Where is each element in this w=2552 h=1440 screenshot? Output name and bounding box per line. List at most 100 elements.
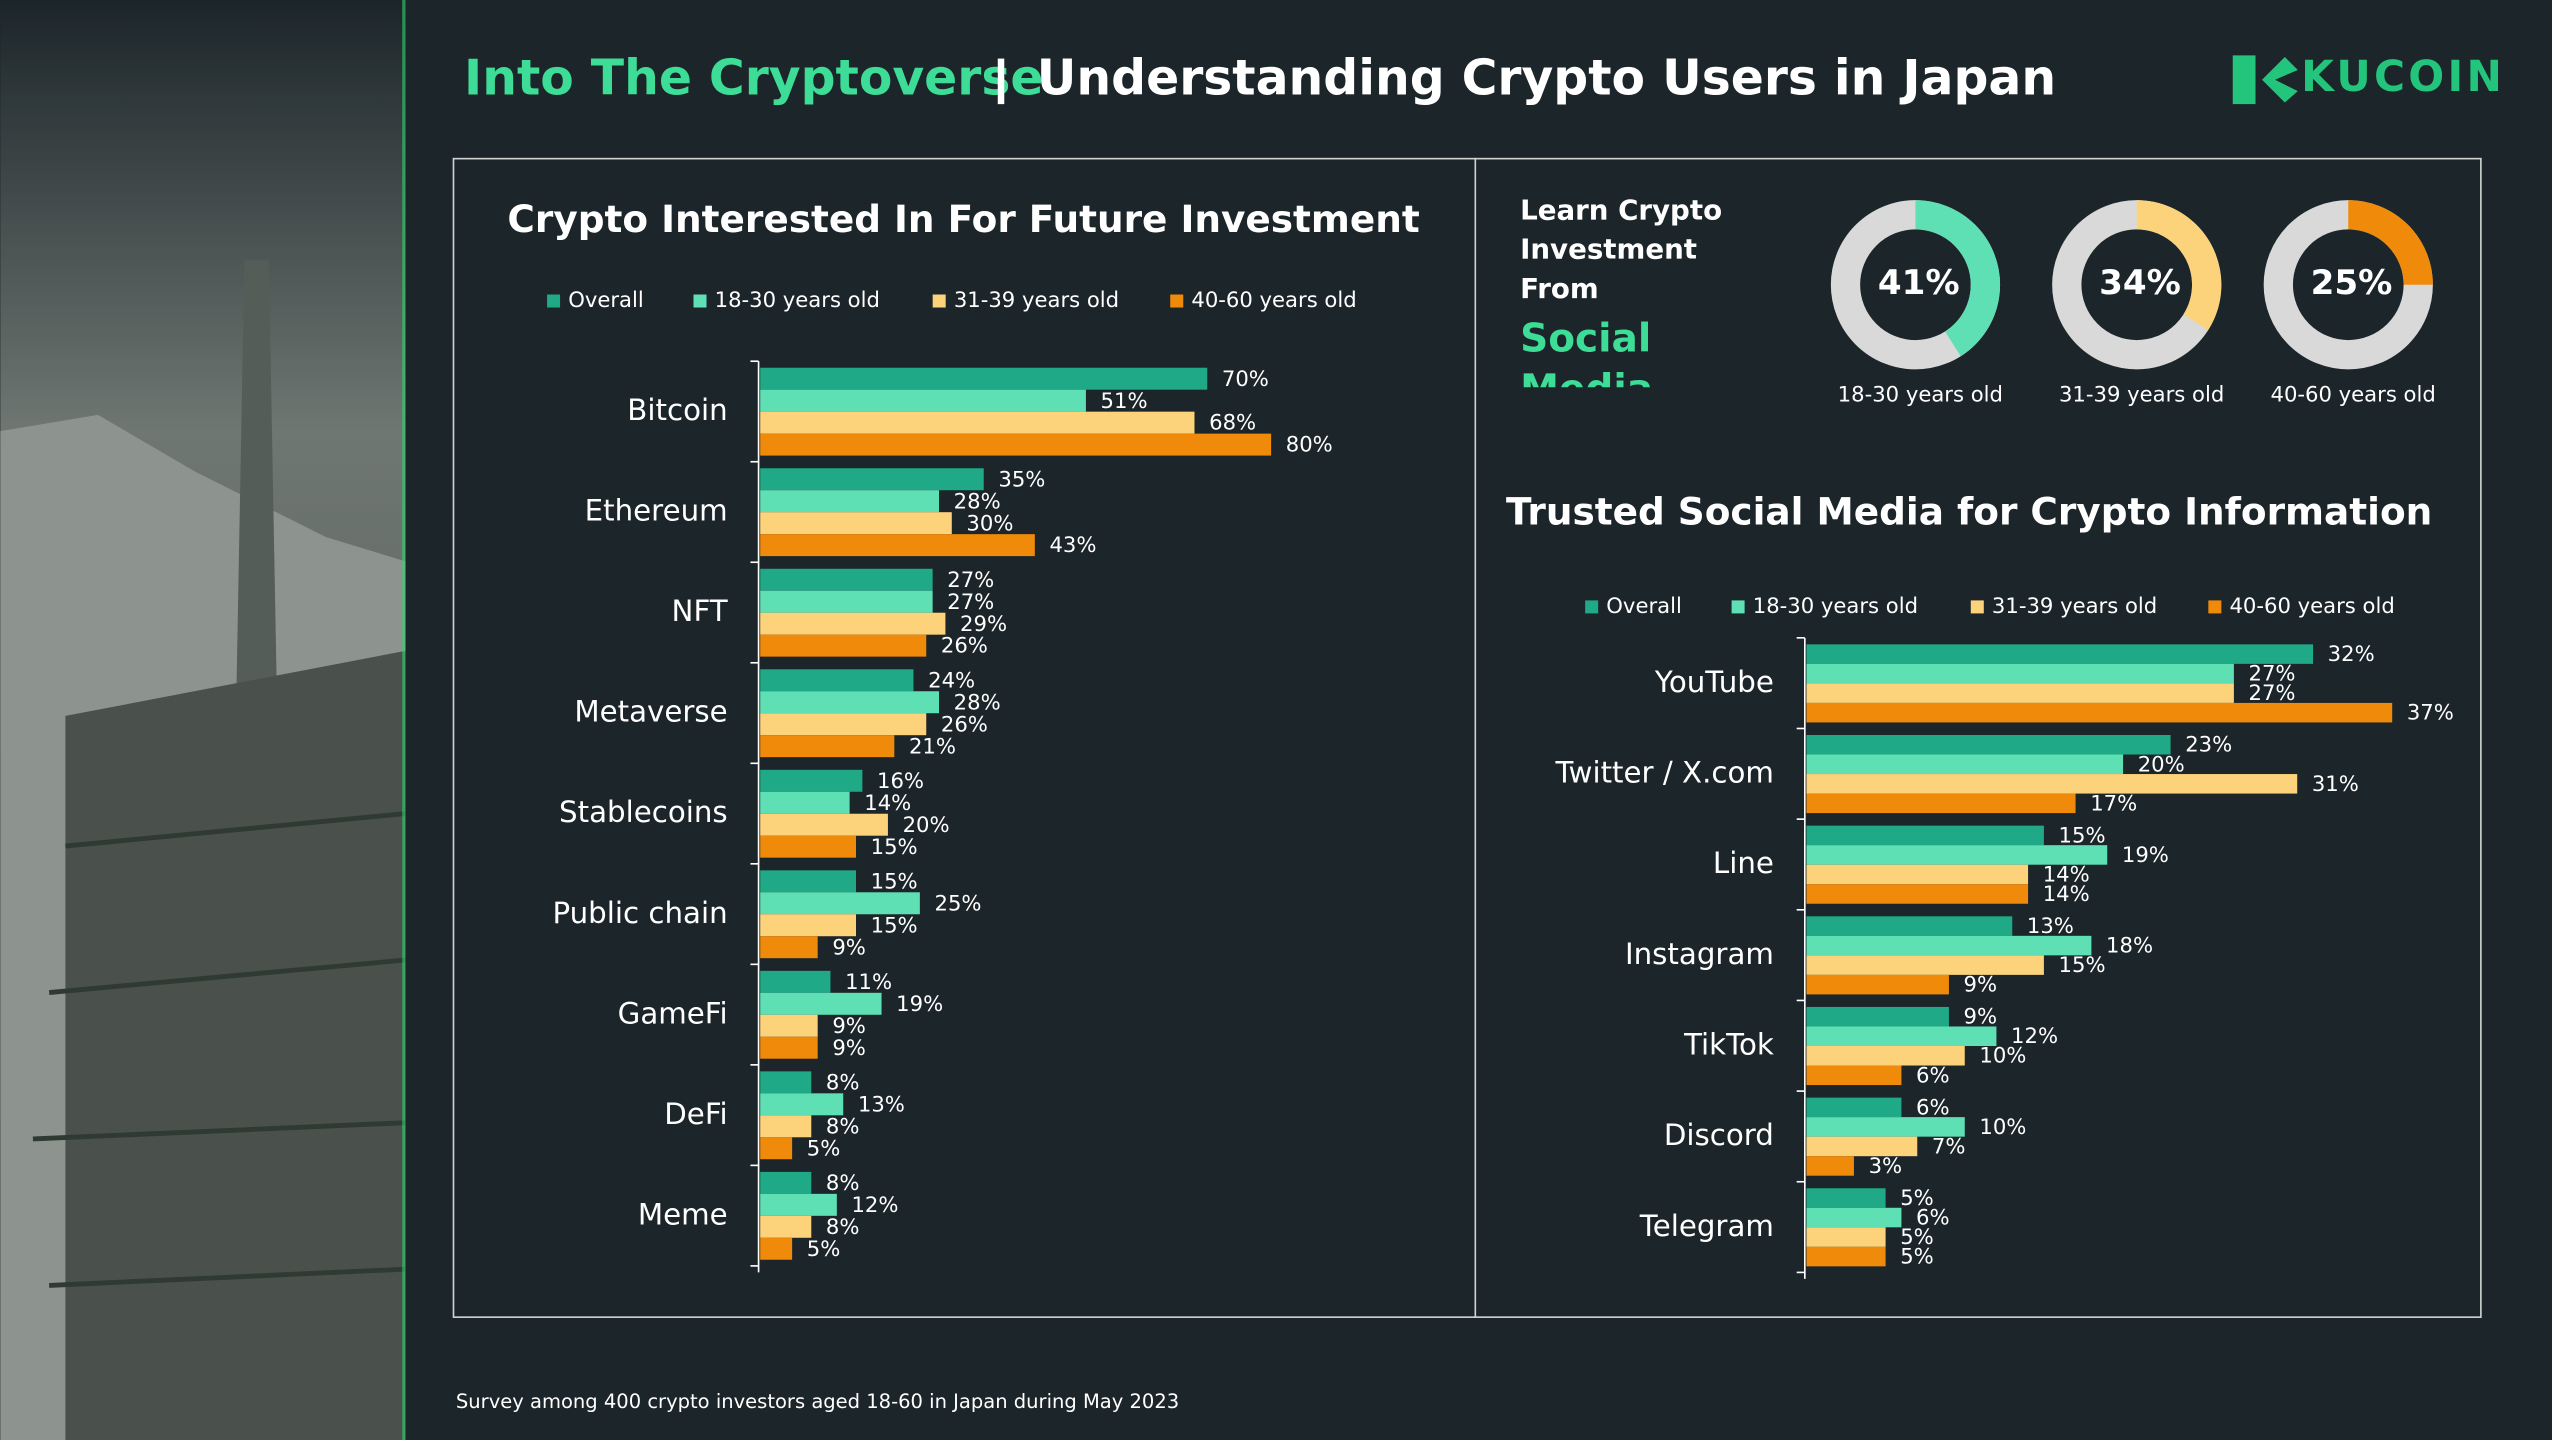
value-label: 12% xyxy=(2011,1023,2058,1048)
donut-value: 34% xyxy=(2099,263,2181,303)
value-label: 70% xyxy=(1222,366,1269,391)
value-label: 5% xyxy=(807,1135,841,1160)
value-label: 9% xyxy=(1964,1004,1998,1029)
value-label: 29% xyxy=(960,611,1007,636)
donut-value: 25% xyxy=(2311,263,2393,303)
value-label: 27% xyxy=(2249,680,2296,705)
value-label: 20% xyxy=(2138,751,2185,776)
bar xyxy=(760,468,984,491)
value-label: 10% xyxy=(1979,1114,2026,1139)
bar xyxy=(760,1115,812,1138)
bar xyxy=(760,691,940,714)
logo-text: KUCOIN xyxy=(2301,52,2505,101)
chart-title: Crypto Interested In For Future Investme… xyxy=(507,197,1419,241)
bar xyxy=(1806,1227,1886,1247)
value-label: 21% xyxy=(909,733,956,758)
value-label: 15% xyxy=(2059,822,2106,847)
value-label: 27% xyxy=(2249,661,2296,686)
category-label: Discord xyxy=(1664,1118,1774,1152)
value-label: 15% xyxy=(871,912,918,937)
value-label: 11% xyxy=(845,969,892,994)
value-label: 68% xyxy=(1209,410,1256,435)
legend-label: 31-39 years old xyxy=(954,287,1119,312)
value-label: 6% xyxy=(1916,1205,1950,1230)
bar xyxy=(1806,1156,1854,1176)
value-label: 43% xyxy=(1049,532,1096,557)
category-label: Line xyxy=(1713,846,1774,880)
legend-swatch xyxy=(1731,600,1745,614)
bar xyxy=(1806,1006,1949,1027)
bar xyxy=(1806,663,2234,684)
bar xyxy=(760,433,1272,456)
value-label: 15% xyxy=(2059,952,2106,977)
bar xyxy=(1806,974,1949,995)
value-label: 12% xyxy=(851,1192,898,1217)
bar xyxy=(760,568,933,591)
bar xyxy=(760,835,856,858)
value-label: 10% xyxy=(1979,1043,2026,1068)
bar xyxy=(1806,683,2234,703)
value-label: 27% xyxy=(947,567,994,592)
photo-panel xyxy=(0,0,406,1440)
value-label: 30% xyxy=(966,510,1013,535)
header-title: Into The Cryptoverse xyxy=(464,49,1043,106)
legend-swatch xyxy=(547,294,561,308)
category-label: Twitter / X.com xyxy=(1554,756,1773,790)
legend-label: 18-30 years old xyxy=(1753,593,1918,618)
bar xyxy=(760,1171,812,1194)
value-label: 8% xyxy=(826,1069,860,1094)
bar xyxy=(760,1071,812,1094)
value-label: 32% xyxy=(2328,641,2375,666)
value-label: 8% xyxy=(826,1214,860,1239)
bar xyxy=(760,634,927,657)
value-label: 27% xyxy=(947,589,994,614)
bar xyxy=(1806,702,2393,723)
category-label: Public chain xyxy=(552,896,727,930)
value-label: 5% xyxy=(1900,1185,1934,1210)
value-label: 14% xyxy=(864,790,911,815)
value-label: 5% xyxy=(1900,1224,1934,1249)
separator xyxy=(997,58,1005,105)
panel-border xyxy=(452,157,2482,1318)
value-label: 25% xyxy=(935,890,982,915)
value-label: 13% xyxy=(858,1091,905,1116)
bar xyxy=(760,870,856,893)
bar xyxy=(1806,793,2076,814)
bar xyxy=(760,590,933,613)
value-label: 23% xyxy=(2185,732,2232,757)
value-label: 14% xyxy=(2043,861,2090,886)
value-label: 26% xyxy=(941,633,988,658)
donut-value: 41% xyxy=(1878,263,1960,303)
value-label: 19% xyxy=(2122,842,2169,867)
legend-swatch xyxy=(1970,600,1984,614)
bar xyxy=(760,612,946,635)
category-label: NFT xyxy=(672,594,728,628)
bar xyxy=(1806,1117,1965,1137)
category-label: Ethereum xyxy=(585,494,728,528)
legend-label: 40-60 years old xyxy=(2229,593,2394,618)
bar xyxy=(760,534,1035,557)
value-label: 18% xyxy=(2106,933,2153,958)
legend-label: 18-30 years old xyxy=(715,287,880,312)
bar xyxy=(1806,935,2092,956)
bar xyxy=(1806,1136,1918,1157)
value-label: 5% xyxy=(1900,1244,1934,1269)
bar xyxy=(760,512,952,535)
bar xyxy=(1806,825,2044,846)
bar xyxy=(760,490,940,513)
bar xyxy=(1806,1246,1886,1267)
value-label: 31% xyxy=(2312,771,2359,796)
bar xyxy=(760,791,850,814)
bar xyxy=(1806,644,2314,664)
category-label: DeFi xyxy=(664,1097,727,1131)
bar xyxy=(760,769,863,792)
value-label: 8% xyxy=(826,1170,860,1195)
bar xyxy=(1806,1026,1997,1047)
category-label: Telegram xyxy=(1639,1209,1774,1243)
value-label: 17% xyxy=(2090,790,2137,815)
value-label: 80% xyxy=(1286,432,1333,457)
donut-arc xyxy=(2263,200,2433,370)
bar xyxy=(1806,734,2171,755)
